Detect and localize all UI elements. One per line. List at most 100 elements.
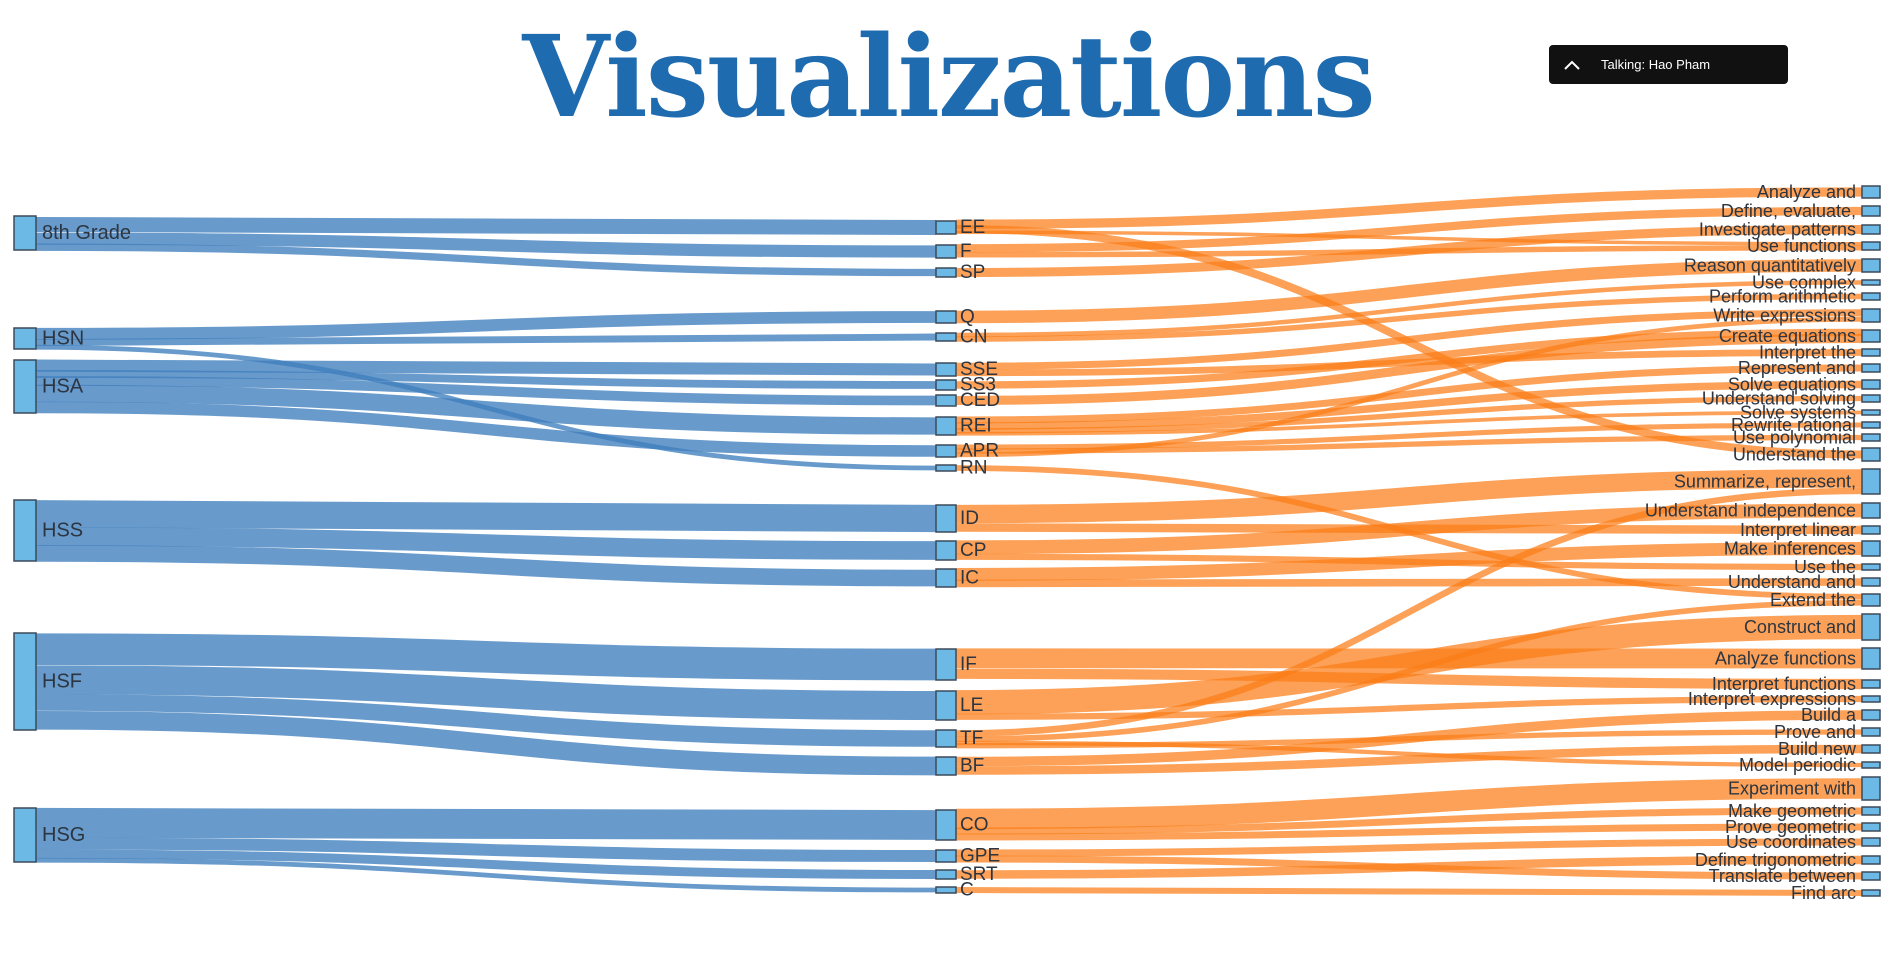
node-label-id: ID [960, 508, 979, 529]
link-id-to-summarize-represent [955, 469, 1863, 524]
node-ced[interactable] [935, 394, 957, 407]
node-define-trigonometric[interactable] [1861, 855, 1881, 865]
node-create-equations[interactable] [1861, 329, 1881, 343]
link-cn-to-perform-arithmetic [955, 293, 1863, 342]
links-level-1 [35, 217, 937, 893]
chevron-up-icon[interactable] [1563, 59, 1581, 71]
node-investigate-patterns[interactable] [1861, 224, 1881, 235]
node-le[interactable] [935, 690, 957, 721]
node-construct-and[interactable] [1861, 613, 1881, 641]
node-use-polynomial[interactable] [1861, 433, 1881, 442]
node-gpe[interactable] [935, 849, 957, 863]
node-f[interactable] [935, 244, 957, 259]
node-srt[interactable] [935, 869, 957, 880]
node-hss[interactable] [13, 499, 37, 562]
node-build-a[interactable] [1861, 709, 1881, 721]
node-analyze-functions[interactable] [1861, 647, 1881, 670]
node-rewrite-rational[interactable] [1861, 421, 1881, 429]
node-label-define-evaluate: Define, evaluate, [1721, 201, 1856, 221]
node-label-sse: SSE [960, 359, 998, 380]
node-understand-the[interactable] [1861, 447, 1881, 462]
link-hsg-to-srt [35, 849, 937, 879]
node-experiment-with[interactable] [1861, 776, 1881, 801]
node-solve-systems[interactable] [1861, 409, 1881, 416]
node-write-expressions[interactable] [1861, 308, 1881, 323]
node-bf[interactable] [935, 756, 957, 776]
node-label-use-the: Use the [1794, 557, 1856, 577]
node-build-new[interactable] [1861, 744, 1881, 754]
node-q[interactable] [935, 310, 957, 324]
node-perform-arithmetic[interactable] [1861, 292, 1881, 301]
node-label-interpret-linear: Interpret linear [1740, 520, 1856, 540]
node-make-geometric[interactable] [1861, 806, 1881, 816]
node-label-interpret-functions: Interpret functions [1712, 674, 1856, 694]
link-ic-to-make-inferences [955, 542, 1863, 581]
node-apr[interactable] [935, 444, 957, 458]
node-interpret-expressions[interactable] [1861, 695, 1881, 703]
node-label-create-equations: Create equations [1719, 326, 1856, 346]
node-understand-solving[interactable] [1861, 394, 1881, 403]
node-ic[interactable] [935, 568, 957, 588]
link-hsg-to-c [35, 857, 937, 893]
node-label-bf: BF [960, 756, 984, 777]
node-interpret-functions[interactable] [1861, 679, 1881, 689]
node-translate-between[interactable] [1861, 871, 1881, 881]
node-find-arc[interactable] [1861, 889, 1881, 897]
node-co[interactable] [935, 809, 957, 841]
node-summarize-represent[interactable] [1861, 468, 1881, 495]
link-cn-to-use-complex [955, 280, 1863, 338]
node-rei[interactable] [935, 416, 957, 436]
node-reason-quantitatively[interactable] [1861, 258, 1881, 273]
node-label-prove-and: Prove and [1774, 722, 1856, 742]
node-model-periodic[interactable] [1861, 761, 1881, 769]
node-define-evaluate[interactable] [1861, 205, 1881, 217]
node-id[interactable] [935, 504, 957, 533]
node-cn[interactable] [935, 332, 957, 342]
node-label-rewrite-rational: Rewrite rational [1731, 415, 1856, 435]
node-solve-equations[interactable] [1861, 379, 1881, 390]
node-analyze-and[interactable] [1861, 185, 1881, 199]
node-tf[interactable] [935, 729, 957, 748]
node-represent-and[interactable] [1861, 363, 1881, 373]
node-label-ss3: SS3 [960, 375, 996, 396]
node-make-inferences[interactable] [1861, 540, 1881, 557]
node-rn[interactable] [935, 464, 957, 472]
node-label-solve-systems: Solve systems [1740, 403, 1856, 423]
node-label-rn: RN [960, 458, 987, 479]
node-cp[interactable] [935, 540, 957, 561]
node-extend-the[interactable] [1861, 593, 1881, 607]
link-apr-to-write-expressions [955, 316, 1863, 458]
node-hsg[interactable] [13, 807, 37, 863]
node-label-solve-equations: Solve equations [1728, 375, 1856, 395]
link-hsg-to-gpe [35, 837, 937, 862]
link-hsf-to-if [35, 633, 937, 681]
node-ee[interactable] [935, 220, 957, 235]
node-use-functions[interactable] [1861, 241, 1881, 251]
node-use-complex[interactable] [1861, 279, 1881, 286]
node-label-if: IF [960, 654, 977, 675]
node-interpret-the[interactable] [1861, 348, 1881, 357]
node-if[interactable] [935, 648, 957, 681]
node-prove-and[interactable] [1861, 727, 1881, 737]
node-8th-grade[interactable] [13, 215, 37, 251]
node-hsf[interactable] [13, 632, 37, 731]
node-understand-independence[interactable] [1861, 502, 1881, 519]
node-c[interactable] [935, 886, 957, 894]
link-hsn-to-cn [35, 333, 937, 347]
node-sse[interactable] [935, 362, 957, 377]
node-hsa[interactable] [13, 359, 37, 414]
node-ss3[interactable] [935, 379, 957, 391]
link-hss-to-ic [35, 545, 937, 587]
node-label-le: LE [960, 695, 983, 716]
link-apr-to-use-polynomial [955, 434, 1863, 454]
node-prove-geometric[interactable] [1861, 822, 1881, 832]
node-sp[interactable] [935, 267, 957, 278]
node-label-hsg: HSG [42, 824, 85, 846]
node-hsn[interactable] [13, 327, 37, 350]
talking-indicator[interactable]: Talking: Hao Pham [1549, 45, 1788, 84]
node-use-the[interactable] [1861, 563, 1881, 571]
node-interpret-linear[interactable] [1861, 525, 1881, 535]
node-understand-and[interactable] [1861, 577, 1881, 587]
link-sse-to-interpret-the [955, 349, 1863, 377]
node-use-coordinates[interactable] [1861, 837, 1881, 847]
